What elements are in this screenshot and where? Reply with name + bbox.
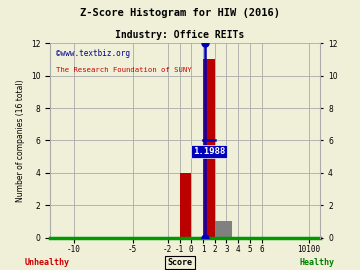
Text: Healthy: Healthy	[299, 258, 334, 267]
Text: Industry: Office REITs: Industry: Office REITs	[115, 30, 245, 40]
Text: Score: Score	[167, 258, 193, 267]
Bar	[203, 59, 215, 238]
Bar	[180, 173, 191, 238]
Text: The Research Foundation of SUNY: The Research Foundation of SUNY	[56, 66, 192, 73]
Text: Z-Score Histogram for HIW (2016): Z-Score Histogram for HIW (2016)	[80, 8, 280, 18]
Bar	[215, 221, 232, 238]
Y-axis label: Number of companies (16 total): Number of companies (16 total)	[17, 79, 26, 202]
Text: Unhealthy: Unhealthy	[24, 258, 69, 267]
Text: 1.1988: 1.1988	[193, 147, 225, 156]
Text: ©www.textbiz.org: ©www.textbiz.org	[56, 49, 130, 58]
